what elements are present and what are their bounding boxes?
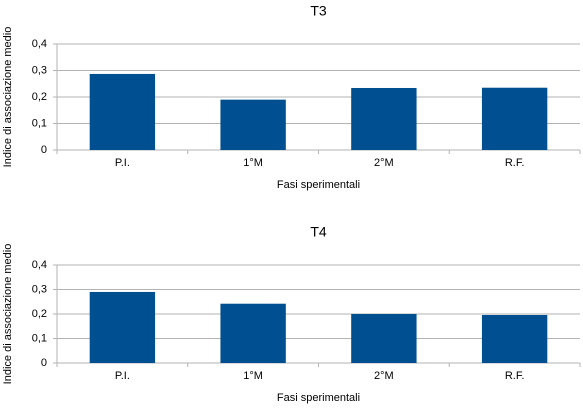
x-tick-label: R.F. xyxy=(505,157,525,169)
y-tick-label: 0,1 xyxy=(32,332,47,344)
x-tick-label: R.F. xyxy=(505,370,525,382)
bar xyxy=(89,291,156,363)
y-tick-label: 0,3 xyxy=(32,64,47,76)
y-tick-label: 0,3 xyxy=(32,283,47,295)
bar xyxy=(351,87,417,150)
x-tick-label: 1°M xyxy=(243,370,263,382)
x-tick-label: 2°M xyxy=(374,157,394,169)
bar xyxy=(481,314,548,363)
chart-title: T3 xyxy=(310,3,327,19)
bar xyxy=(220,99,286,150)
bar xyxy=(351,314,417,363)
y-tick-label: 0,2 xyxy=(32,91,47,103)
x-tick-label: 1°M xyxy=(243,157,263,169)
y-tick-label: 0,4 xyxy=(32,38,47,50)
x-axis-label: Fasi sperimentali xyxy=(277,179,360,191)
y-tick-label: 0,4 xyxy=(32,259,47,271)
x-axis-label: Fasi sperimentali xyxy=(277,392,360,404)
y-tick-label: 0 xyxy=(41,144,47,156)
bar xyxy=(220,303,286,363)
chart-title: T4 xyxy=(310,224,327,240)
x-tick-label: P.I. xyxy=(115,157,130,169)
bar xyxy=(481,87,548,150)
x-tick-label: 2°M xyxy=(374,370,394,382)
y-tick-label: 0 xyxy=(41,357,47,369)
x-tick-label: P.I. xyxy=(115,370,130,382)
y-axis-label: Indice di associazione medio xyxy=(2,27,14,168)
y-tick-label: 0,2 xyxy=(32,308,47,320)
y-axis-label: Indice di associazione medio xyxy=(2,244,14,385)
y-tick-label: 0,1 xyxy=(32,117,47,129)
bar xyxy=(89,73,156,150)
